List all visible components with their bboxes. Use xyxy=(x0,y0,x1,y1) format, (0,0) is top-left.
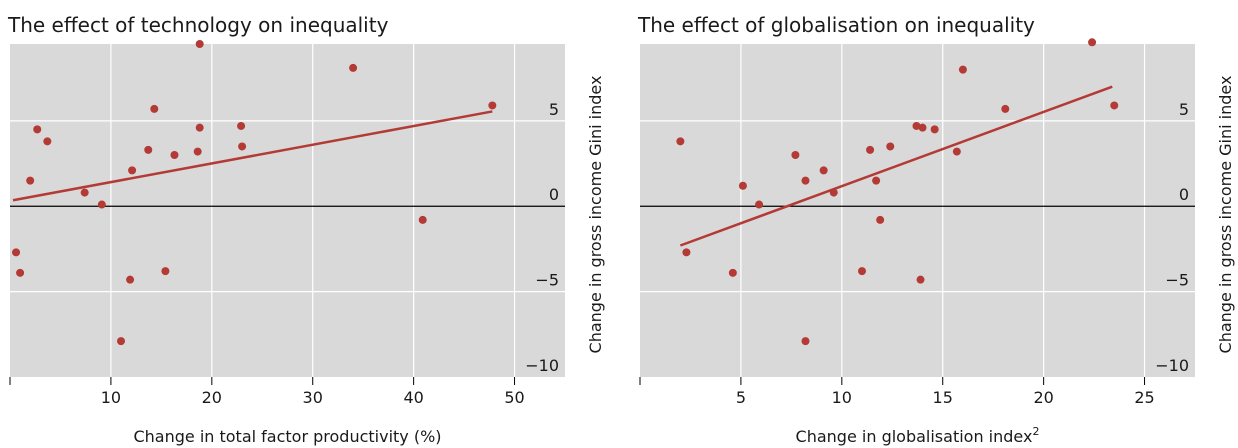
x-axis-label: Change in globalisation index2 xyxy=(796,425,1040,446)
y-tick-label: −5 xyxy=(535,271,559,290)
x-tick-label: 25 xyxy=(1134,388,1154,407)
x-tick-label: 20 xyxy=(1033,388,1053,407)
trend-line xyxy=(12,110,493,202)
y-tick-label: 5 xyxy=(1179,100,1189,119)
data-point xyxy=(193,147,202,156)
data-point xyxy=(930,125,939,134)
x-tick-label: 10 xyxy=(101,388,121,407)
data-point xyxy=(195,123,204,132)
data-point xyxy=(43,137,52,146)
data-point xyxy=(150,104,159,113)
data-point xyxy=(16,268,25,277)
y-tick-label: −5 xyxy=(1165,271,1189,290)
data-point xyxy=(488,101,497,110)
x-tick-label: 20 xyxy=(202,388,222,407)
y-tick-label: 0 xyxy=(549,185,559,204)
data-point xyxy=(791,151,800,159)
data-point xyxy=(918,123,927,132)
x-axis-label: Change in total factor productivity (%) xyxy=(133,427,441,446)
y-tick-label: 5 xyxy=(549,100,559,119)
plot-area xyxy=(10,44,565,377)
data-point xyxy=(33,125,42,134)
trend-line xyxy=(679,85,1113,247)
data-point xyxy=(755,200,764,209)
data-point xyxy=(170,151,179,159)
data-point xyxy=(858,267,866,276)
data-point xyxy=(682,248,691,257)
trend-line-group xyxy=(12,110,493,202)
y-axis-label: Change in gross income Gini index xyxy=(586,76,605,354)
y-tick-label: −10 xyxy=(525,356,559,375)
axes: 5 10 15 20 25 5 0 −5 −10 xyxy=(639,100,1189,407)
x-tick-label: 10 xyxy=(832,388,852,407)
data-point xyxy=(676,137,685,146)
data-point xyxy=(876,215,885,224)
data-point xyxy=(117,337,125,346)
data-point xyxy=(872,176,881,185)
data-point xyxy=(237,121,246,130)
globalisation-chart: The effect of globalisation on inequalit… xyxy=(637,13,1235,446)
data-point xyxy=(1088,38,1097,47)
data-point xyxy=(97,200,106,209)
x-tick-label: 40 xyxy=(403,388,423,407)
y-axis-label: Change in gross income Gini index xyxy=(1216,76,1235,354)
data-point xyxy=(801,337,810,346)
data-point xyxy=(829,188,838,197)
data-point xyxy=(866,145,875,154)
gridlines xyxy=(640,44,1195,377)
data-point xyxy=(801,176,810,185)
data-points xyxy=(676,38,1119,346)
y-tick-label: 0 xyxy=(1179,185,1189,204)
data-point xyxy=(819,166,828,175)
data-point xyxy=(12,248,21,257)
data-point xyxy=(418,215,427,224)
data-point xyxy=(26,176,35,185)
plot-area xyxy=(640,44,1195,377)
chart-title: The effect of globalisation on inequalit… xyxy=(637,13,1035,37)
y-tick-label: −10 xyxy=(1155,356,1189,375)
data-point xyxy=(80,188,89,197)
data-point xyxy=(886,142,895,151)
data-point xyxy=(126,275,135,284)
data-point xyxy=(1110,101,1119,110)
trend-line-group xyxy=(679,85,1113,247)
data-point xyxy=(728,268,737,277)
x-tick-label: 30 xyxy=(303,388,323,407)
data-point xyxy=(738,181,747,190)
data-point xyxy=(195,40,204,48)
data-point xyxy=(958,65,967,74)
data-point xyxy=(128,166,137,175)
x-tick-label: 50 xyxy=(504,388,524,407)
data-point xyxy=(144,145,153,154)
data-point xyxy=(238,142,247,151)
data-point xyxy=(161,267,170,276)
data-point xyxy=(912,121,921,130)
data-point xyxy=(349,63,358,72)
x-tick-label: 15 xyxy=(933,388,953,407)
x-tick-label: 5 xyxy=(736,388,746,407)
chart-title: The effect of technology on inequality xyxy=(7,13,389,37)
data-point xyxy=(952,147,961,156)
technology-chart: The effect of technology on inequality 1… xyxy=(7,13,605,446)
data-point xyxy=(1001,104,1010,113)
data-point xyxy=(916,275,925,284)
data-points xyxy=(12,40,497,346)
